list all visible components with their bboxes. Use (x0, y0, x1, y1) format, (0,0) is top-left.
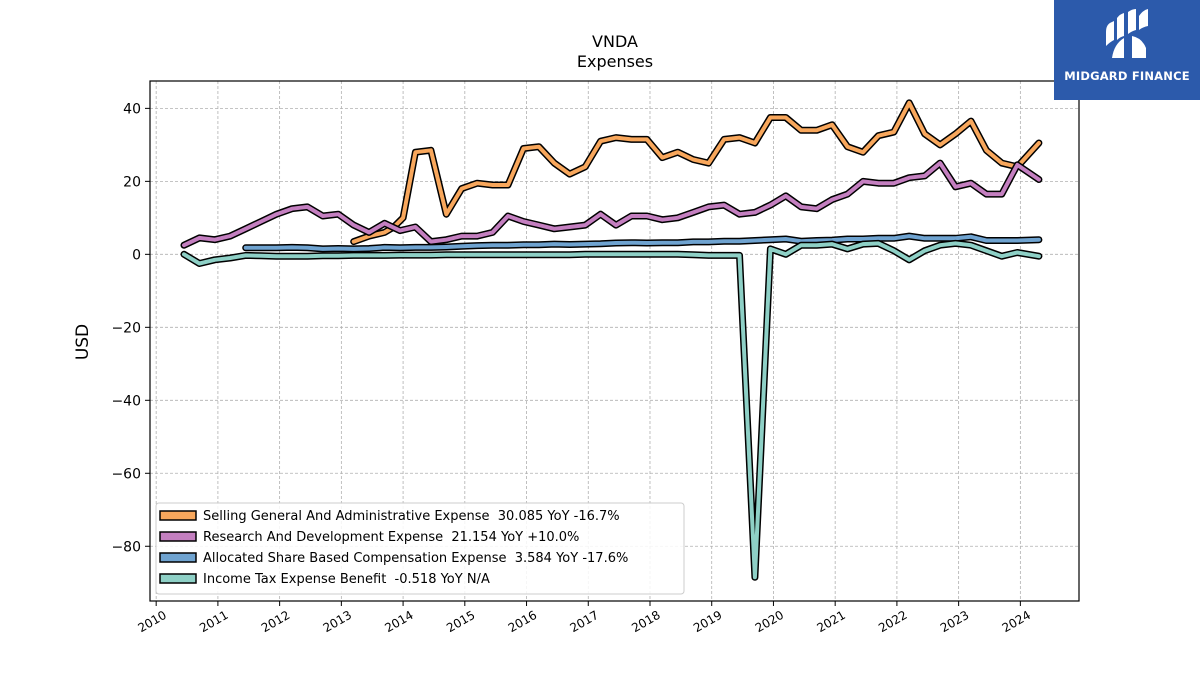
x-tick-label: 2014 (382, 608, 415, 635)
y-tick-label: −20 (111, 320, 141, 336)
x-tick-label: 2019 (691, 608, 724, 635)
y-tick-label: −80 (111, 539, 141, 555)
legend: Selling General And Administrative Expen… (155, 502, 685, 595)
x-tick-label: 2016 (506, 608, 539, 635)
y-tick-label: 0 (132, 247, 141, 263)
y-tick-label: −60 (111, 466, 141, 482)
series-line-3 (243, 234, 1041, 251)
series-line-2 (182, 161, 1041, 248)
y-tick-label: 20 (123, 174, 141, 190)
logo-mark-icon (1106, 9, 1148, 58)
legend-label-1: Selling General And Administrative Expen… (203, 509, 620, 524)
series-lines (180, 99, 1043, 581)
legend-label-4: Income Tax Expense Benefit -0.518 YoY N/… (203, 572, 490, 587)
x-tick-label: 2024 (1000, 608, 1033, 635)
series-line-4 (182, 241, 1041, 580)
chart-subtitle: Expenses (577, 52, 653, 71)
series-line-1 (351, 100, 1041, 244)
x-tick-label: 2012 (259, 608, 292, 635)
x-tick-label: 2022 (876, 608, 909, 635)
series-outline-1 (350, 99, 1043, 246)
x-tick-label: 2020 (753, 608, 786, 635)
chart-title: VNDA (592, 32, 638, 51)
x-tick-label: 2015 (444, 608, 477, 635)
x-tick-label: 2010 (135, 608, 168, 635)
x-tick-label: 2023 (938, 608, 971, 635)
midgard-finance-logo: MIDGARD FINANCE (1054, 0, 1200, 100)
x-tick-label: 2017 (568, 608, 601, 635)
x-tick-label: 2013 (321, 608, 354, 635)
legend-swatch-3 (159, 552, 197, 563)
legend-label-2: Research And Development Expense 21.154 … (203, 530, 579, 545)
x-tick-label: 2021 (814, 608, 847, 635)
legend-box (155, 502, 685, 595)
legend-swatch-4 (159, 573, 197, 584)
plot-frame (149, 80, 1080, 602)
grid (150, 81, 1079, 601)
x-tick-label: 2018 (629, 608, 662, 635)
logo-text: MIDGARD FINANCE (1064, 69, 1190, 83)
legend-swatch-1 (159, 510, 197, 521)
y-tick-label: −40 (111, 393, 141, 409)
legend-swatch-2 (159, 531, 197, 542)
y-tick-label: 40 (123, 101, 141, 117)
x-tick-label: 2011 (197, 608, 230, 635)
y-axis-label: USD (73, 324, 93, 360)
legend-label-3: Allocated Share Based Compensation Expen… (203, 551, 628, 566)
